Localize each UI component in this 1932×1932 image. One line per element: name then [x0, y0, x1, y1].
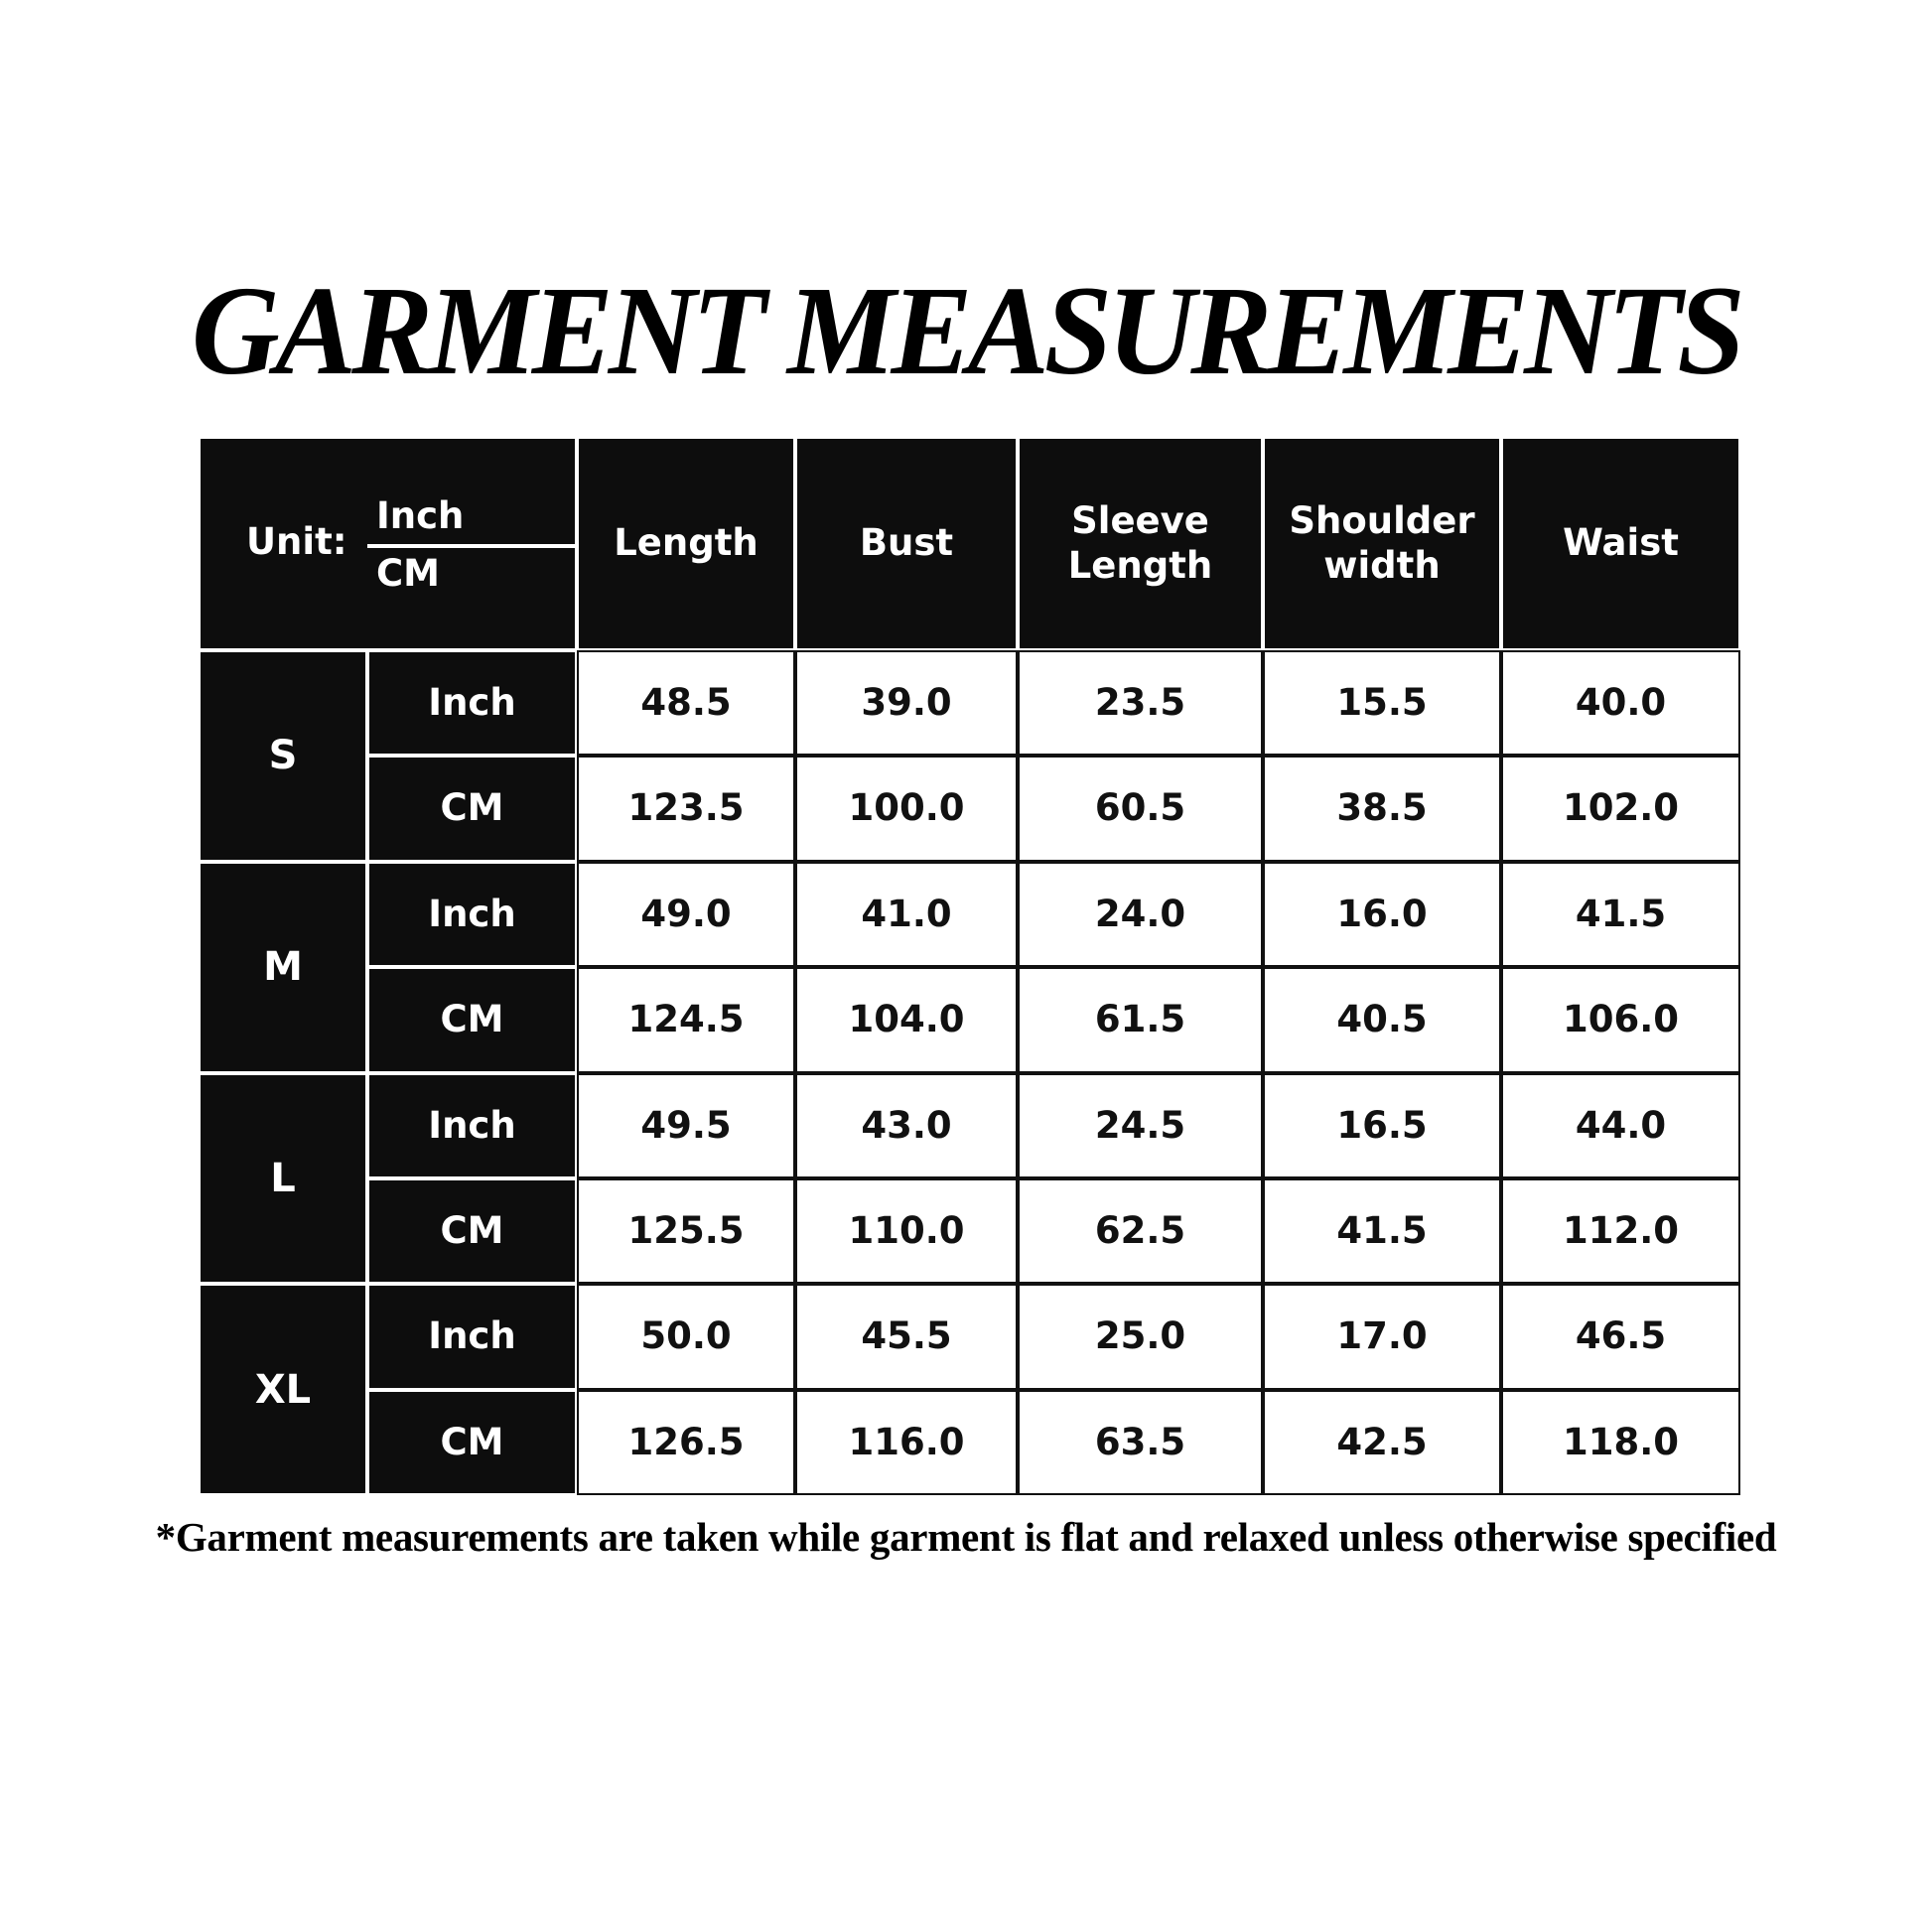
size-chart-table: Unit: Inch CM Length Bust Sleeve Length Sho… — [199, 437, 1740, 1496]
unit-label: Inch — [367, 1072, 577, 1178]
measurement-cell: 44.0 — [1501, 1072, 1740, 1178]
measurement-cell: 102.0 — [1501, 756, 1740, 862]
size-label: L — [199, 1072, 367, 1285]
measurement-cell: 16.0 — [1263, 861, 1501, 968]
measurement-cell: 45.5 — [795, 1284, 1018, 1390]
column-header: Bust — [795, 437, 1018, 650]
measurement-cell: 61.5 — [1018, 967, 1263, 1073]
unit-header-cell: Unit: Inch CM — [199, 437, 577, 650]
column-header: Sleeve Length — [1018, 437, 1263, 650]
unit-label: CM — [367, 1177, 577, 1285]
unit-label: CM — [367, 756, 577, 862]
measurement-cell: 49.5 — [577, 1072, 795, 1178]
size-label: XL — [199, 1284, 367, 1496]
measurement-cell: 110.0 — [795, 1177, 1018, 1285]
measurement-cell: 24.0 — [1018, 861, 1263, 968]
measurement-cell: 63.5 — [1018, 1389, 1263, 1496]
measurement-cell: 124.5 — [577, 967, 795, 1073]
unit-cm-label: CM — [376, 552, 440, 595]
unit-label: Inch — [367, 650, 577, 757]
measurement-cell: 112.0 — [1501, 1177, 1740, 1285]
measurement-cell: 40.5 — [1263, 967, 1501, 1073]
measurement-cell: 42.5 — [1263, 1389, 1501, 1496]
measurement-cell: 125.5 — [577, 1177, 795, 1285]
measurement-cell: 100.0 — [795, 756, 1018, 862]
measurement-cell: 104.0 — [795, 967, 1018, 1073]
footnote: *Garment measurements are taken while ga… — [155, 1514, 1777, 1560]
measurement-cell: 123.5 — [577, 756, 795, 862]
measurement-cell: 126.5 — [577, 1389, 795, 1496]
measurement-cell: 46.5 — [1501, 1284, 1740, 1390]
measurement-cell: 25.0 — [1018, 1284, 1263, 1390]
size-label: S — [199, 650, 367, 862]
measurement-cell: 62.5 — [1018, 1177, 1263, 1285]
unit-divider — [367, 544, 575, 548]
measurement-cell: 118.0 — [1501, 1389, 1740, 1496]
measurement-cell: 116.0 — [795, 1389, 1018, 1496]
size-label: M — [199, 861, 367, 1073]
measurement-cell: 41.5 — [1263, 1177, 1501, 1285]
measurement-cell: 60.5 — [1018, 756, 1263, 862]
measurement-cell: 39.0 — [795, 650, 1018, 757]
measurement-cell: 49.0 — [577, 861, 795, 968]
measurement-cell: 40.0 — [1501, 650, 1740, 757]
unit-label: Inch — [367, 861, 577, 968]
measurement-cell: 24.5 — [1018, 1072, 1263, 1178]
column-header: Shoulder width — [1263, 437, 1501, 650]
measurement-cell: 106.0 — [1501, 967, 1740, 1073]
unit-inch-label: Inch — [376, 494, 465, 537]
measurement-cell: 48.5 — [577, 650, 795, 757]
measurement-cell: 16.5 — [1263, 1072, 1501, 1178]
measurement-cell: 17.0 — [1263, 1284, 1501, 1390]
measurement-cell: 15.5 — [1263, 650, 1501, 757]
measurement-cell: 23.5 — [1018, 650, 1263, 757]
page-title: GARMENT MEASUREMENTS — [192, 260, 1745, 401]
measurement-cell: 38.5 — [1263, 756, 1501, 862]
measurement-cell: 50.0 — [577, 1284, 795, 1390]
unit-label: Inch — [367, 1284, 577, 1390]
column-header: Length — [577, 437, 795, 650]
unit-label: CM — [367, 967, 577, 1073]
measurement-cell: 41.5 — [1501, 861, 1740, 968]
measurement-cell: 41.0 — [795, 861, 1018, 968]
measurement-cell: 43.0 — [795, 1072, 1018, 1178]
unit-label: CM — [367, 1389, 577, 1496]
column-header: Waist — [1501, 437, 1740, 650]
unit-label: Unit: — [246, 520, 347, 563]
